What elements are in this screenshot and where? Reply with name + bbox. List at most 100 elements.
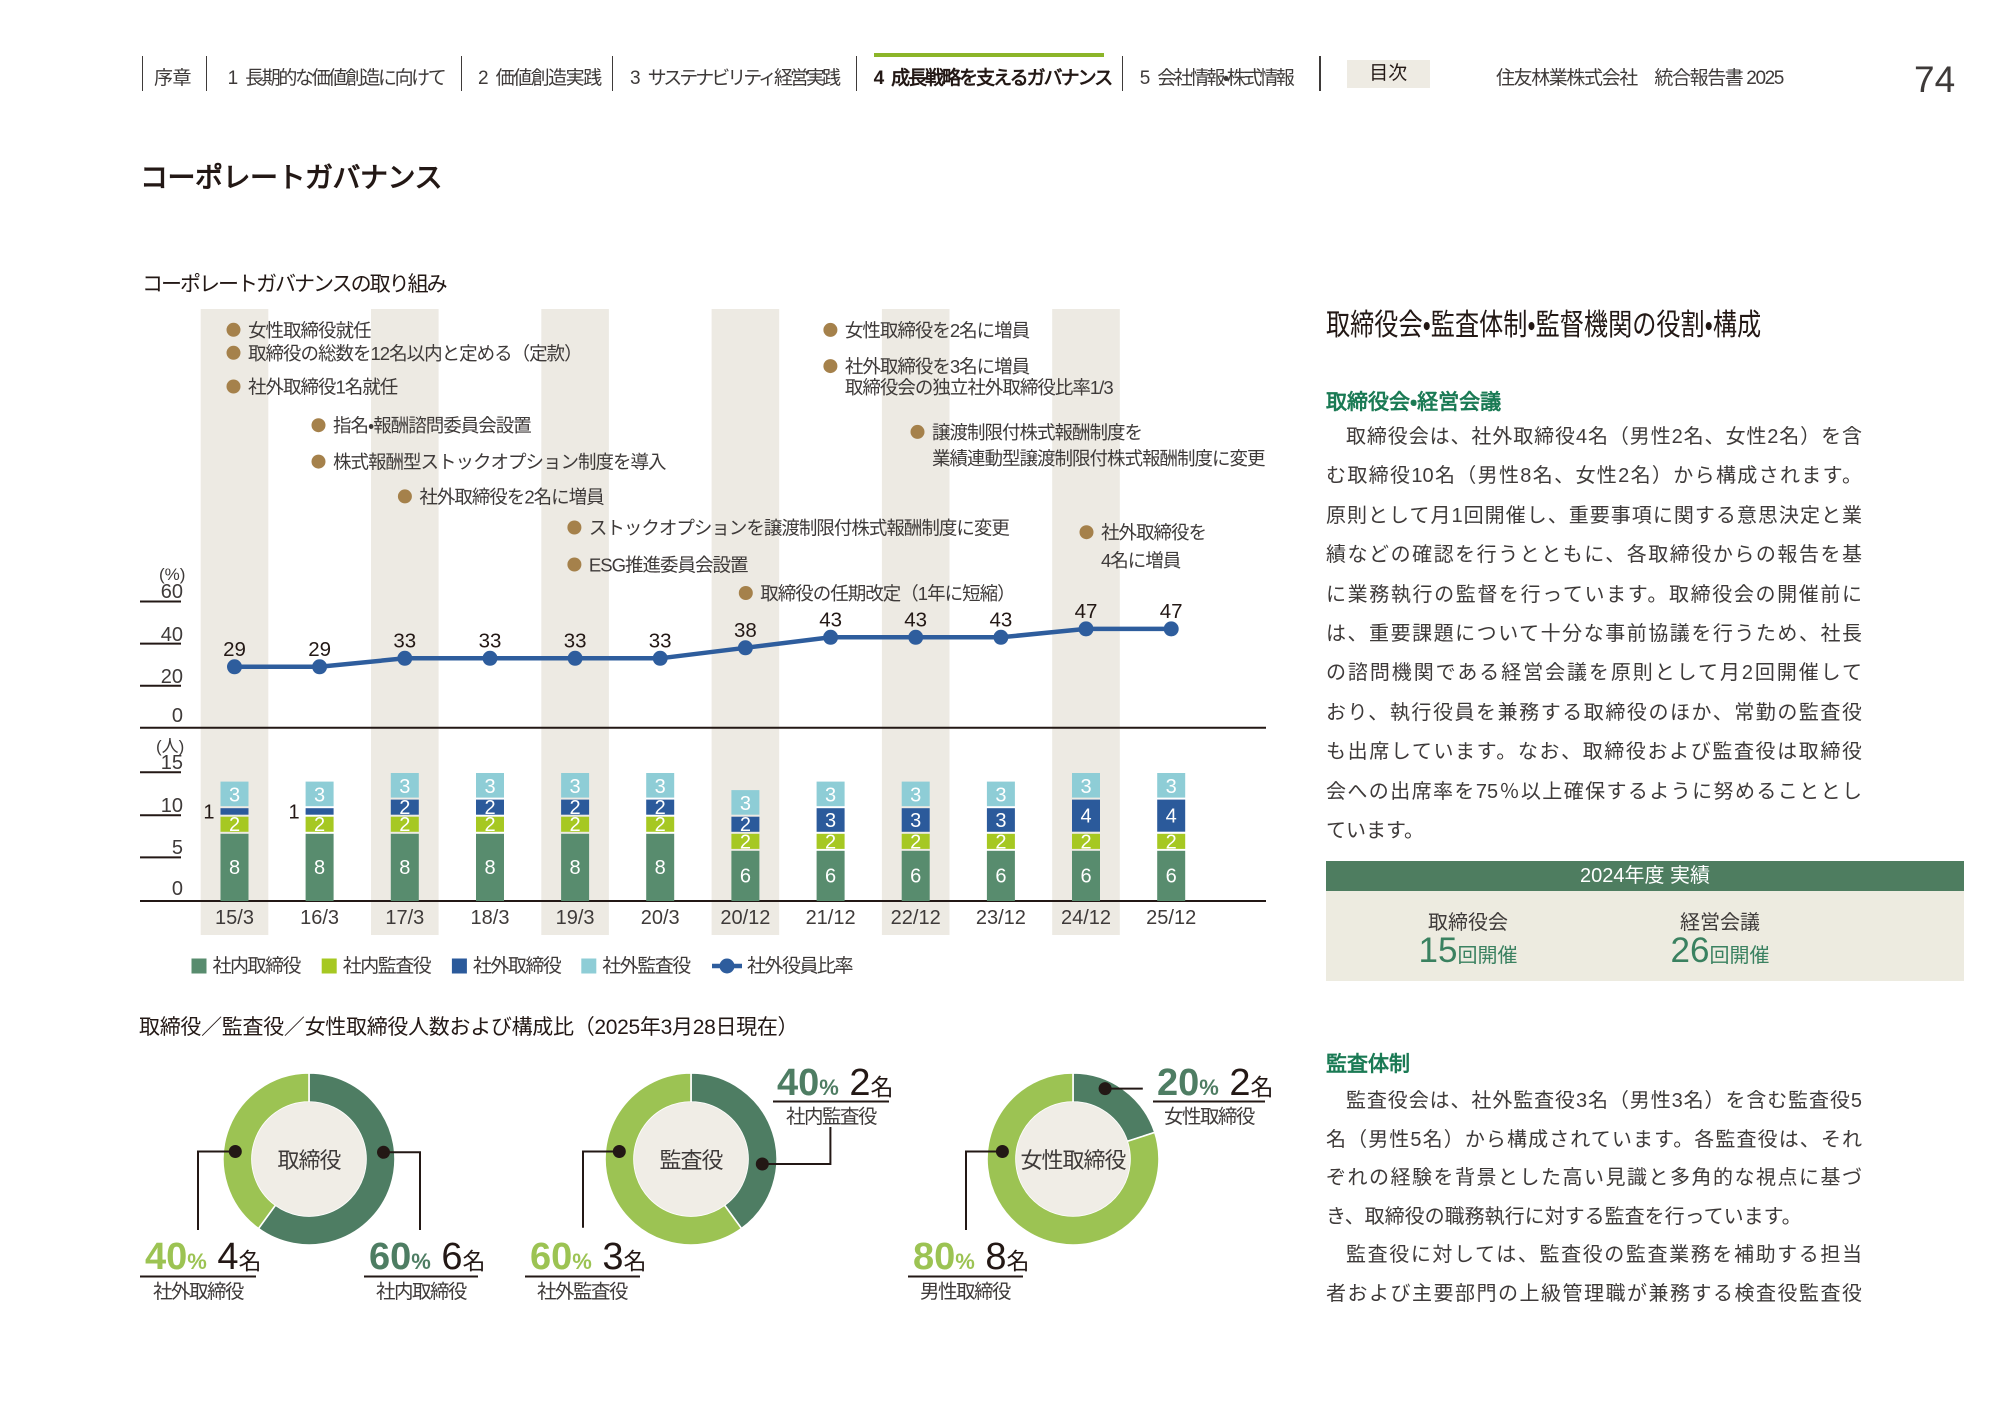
svg-text:社外監査役: 社外監査役 [602,955,691,977]
svg-text:社外取締役を: 社外取締役を [1101,522,1206,543]
svg-text:33: 33 [649,629,672,652]
svg-text:3: 3 [995,784,1006,806]
svg-text:3: 3 [910,784,921,806]
svg-text:60% 3名: 60% 3名 [530,1236,647,1278]
svg-text:3: 3 [1166,776,1177,798]
svg-text:6: 6 [825,865,836,887]
svg-text:6: 6 [1080,865,1091,887]
svg-text:1: 1 [288,801,299,823]
svg-text:60% 6名: 60% 6名 [369,1236,486,1278]
svg-text:譲渡制限付株式報酬制度を: 譲渡制限付株式報酬制度を [932,422,1142,443]
svg-text:2: 2 [995,831,1006,853]
svg-text:2: 2 [655,814,666,836]
svg-text:社外取締役: 社外取締役 [473,955,562,977]
svg-text:20: 20 [161,666,183,688]
svg-text:23/12: 23/12 [976,907,1026,929]
svg-text:40% 4名: 40% 4名 [145,1236,262,1278]
svg-text:女性取締役を2名に増員: 女性取締役を2名に増員 [845,320,1030,341]
svg-text:8: 8 [655,857,666,879]
svg-text:38: 38 [734,619,757,642]
svg-text:8: 8 [314,857,325,879]
svg-text:17/3: 17/3 [385,907,424,929]
svg-text:20% 2名: 20% 2名 [1157,1062,1274,1104]
svg-text:60: 60 [161,581,183,603]
svg-text:(%): (%) [159,565,185,584]
svg-text:4: 4 [1080,806,1091,828]
svg-text:社内取締役: 社内取締役 [376,1281,467,1303]
svg-text:女性取締役: 女性取締役 [1164,1106,1255,1128]
svg-text:24/12: 24/12 [1061,907,1111,929]
svg-text:社外役員比率: 社外役員比率 [747,955,853,977]
svg-text:33: 33 [479,629,502,652]
svg-text:0: 0 [172,878,183,900]
svg-text:5: 5 [172,837,183,859]
svg-text:2: 2 [484,797,495,819]
svg-text:33: 33 [564,629,587,652]
svg-text:15: 15 [161,752,183,774]
svg-text:社外監査役: 社外監査役 [537,1281,628,1303]
svg-text:8: 8 [399,857,410,879]
svg-text:2: 2 [399,814,410,836]
svg-text:2: 2 [229,814,240,836]
svg-text:2: 2 [399,797,410,819]
svg-text:29: 29 [223,638,246,661]
svg-text:3: 3 [740,793,751,815]
svg-text:3: 3 [655,776,666,798]
svg-text:ESG推進委員会設置: ESG推進委員会設置 [589,555,748,576]
svg-text:取締役の総数を12名以内と定める（定款）: 取締役の総数を12名以内と定める（定款） [248,343,582,364]
svg-text:16/3: 16/3 [300,907,339,929]
svg-text:取締役: 取締役 [277,1148,341,1173]
svg-text:3: 3 [484,776,495,798]
svg-text:社内監査役: 社内監査役 [786,1106,877,1128]
svg-text:3: 3 [825,784,836,806]
svg-text:6: 6 [740,865,751,887]
svg-text:40: 40 [161,624,183,646]
svg-text:10: 10 [161,795,183,817]
svg-text:2: 2 [740,814,751,836]
svg-text:ストックオプションを譲渡制限付株式報酬制度に変更: ストックオプションを譲渡制限付株式報酬制度に変更 [589,518,1010,539]
svg-text:取締役会の独立社外取締役比率1/3: 取締役会の独立社外取締役比率1/3 [845,377,1113,398]
svg-text:4名に増員: 4名に増員 [1101,550,1181,571]
svg-text:2: 2 [825,831,836,853]
svg-text:女性取締役: 女性取締役 [1020,1148,1126,1173]
svg-text:3: 3 [825,810,836,832]
svg-text:43: 43 [904,608,927,631]
svg-text:2: 2 [1080,831,1091,853]
svg-text:社外取締役: 社外取締役 [153,1281,244,1303]
svg-text:47: 47 [1160,600,1183,623]
svg-text:2: 2 [1166,831,1177,853]
svg-text:43: 43 [989,608,1012,631]
svg-text:20/3: 20/3 [641,907,680,929]
svg-text:8: 8 [570,857,581,879]
svg-text:2: 2 [740,831,751,853]
svg-text:2: 2 [655,797,666,819]
svg-text:33: 33 [393,629,416,652]
svg-text:社外取締役を3名に増員: 社外取締役を3名に増員 [845,356,1030,377]
svg-text:19/3: 19/3 [556,907,595,929]
svg-text:社内取締役: 社内取締役 [213,955,302,977]
svg-text:20/12: 20/12 [720,907,770,929]
svg-text:6: 6 [910,865,921,887]
svg-text:6: 6 [995,865,1006,887]
svg-text:2: 2 [314,814,325,836]
svg-text:3: 3 [1080,776,1091,798]
svg-text:18/3: 18/3 [471,907,510,929]
svg-text:株式報酬型ストックオプション制度を導入: 株式報酬型ストックオプション制度を導入 [333,452,666,473]
svg-text:6: 6 [1166,865,1177,887]
svg-text:業績連動型譲渡制限付株式報酬制度に変更: 業績連動型譲渡制限付株式報酬制度に変更 [932,448,1265,469]
svg-text:8: 8 [484,857,495,879]
svg-text:3: 3 [229,784,240,806]
svg-text:社内監査役: 社内監査役 [343,955,432,977]
svg-text:8: 8 [229,857,240,879]
svg-text:80% 8名: 80% 8名 [913,1236,1030,1278]
svg-text:15/3: 15/3 [215,907,254,929]
svg-text:29: 29 [308,638,331,661]
svg-text:女性取締役就任: 女性取締役就任 [248,320,371,341]
svg-text:監査役: 監査役 [659,1148,723,1173]
svg-text:社外取締役1名就任: 社外取締役1名就任 [248,377,398,398]
svg-text:1: 1 [203,801,214,823]
svg-text:3: 3 [910,810,921,832]
svg-text:2: 2 [570,814,581,836]
svg-text:3: 3 [995,810,1006,832]
svg-text:47: 47 [1075,600,1098,623]
